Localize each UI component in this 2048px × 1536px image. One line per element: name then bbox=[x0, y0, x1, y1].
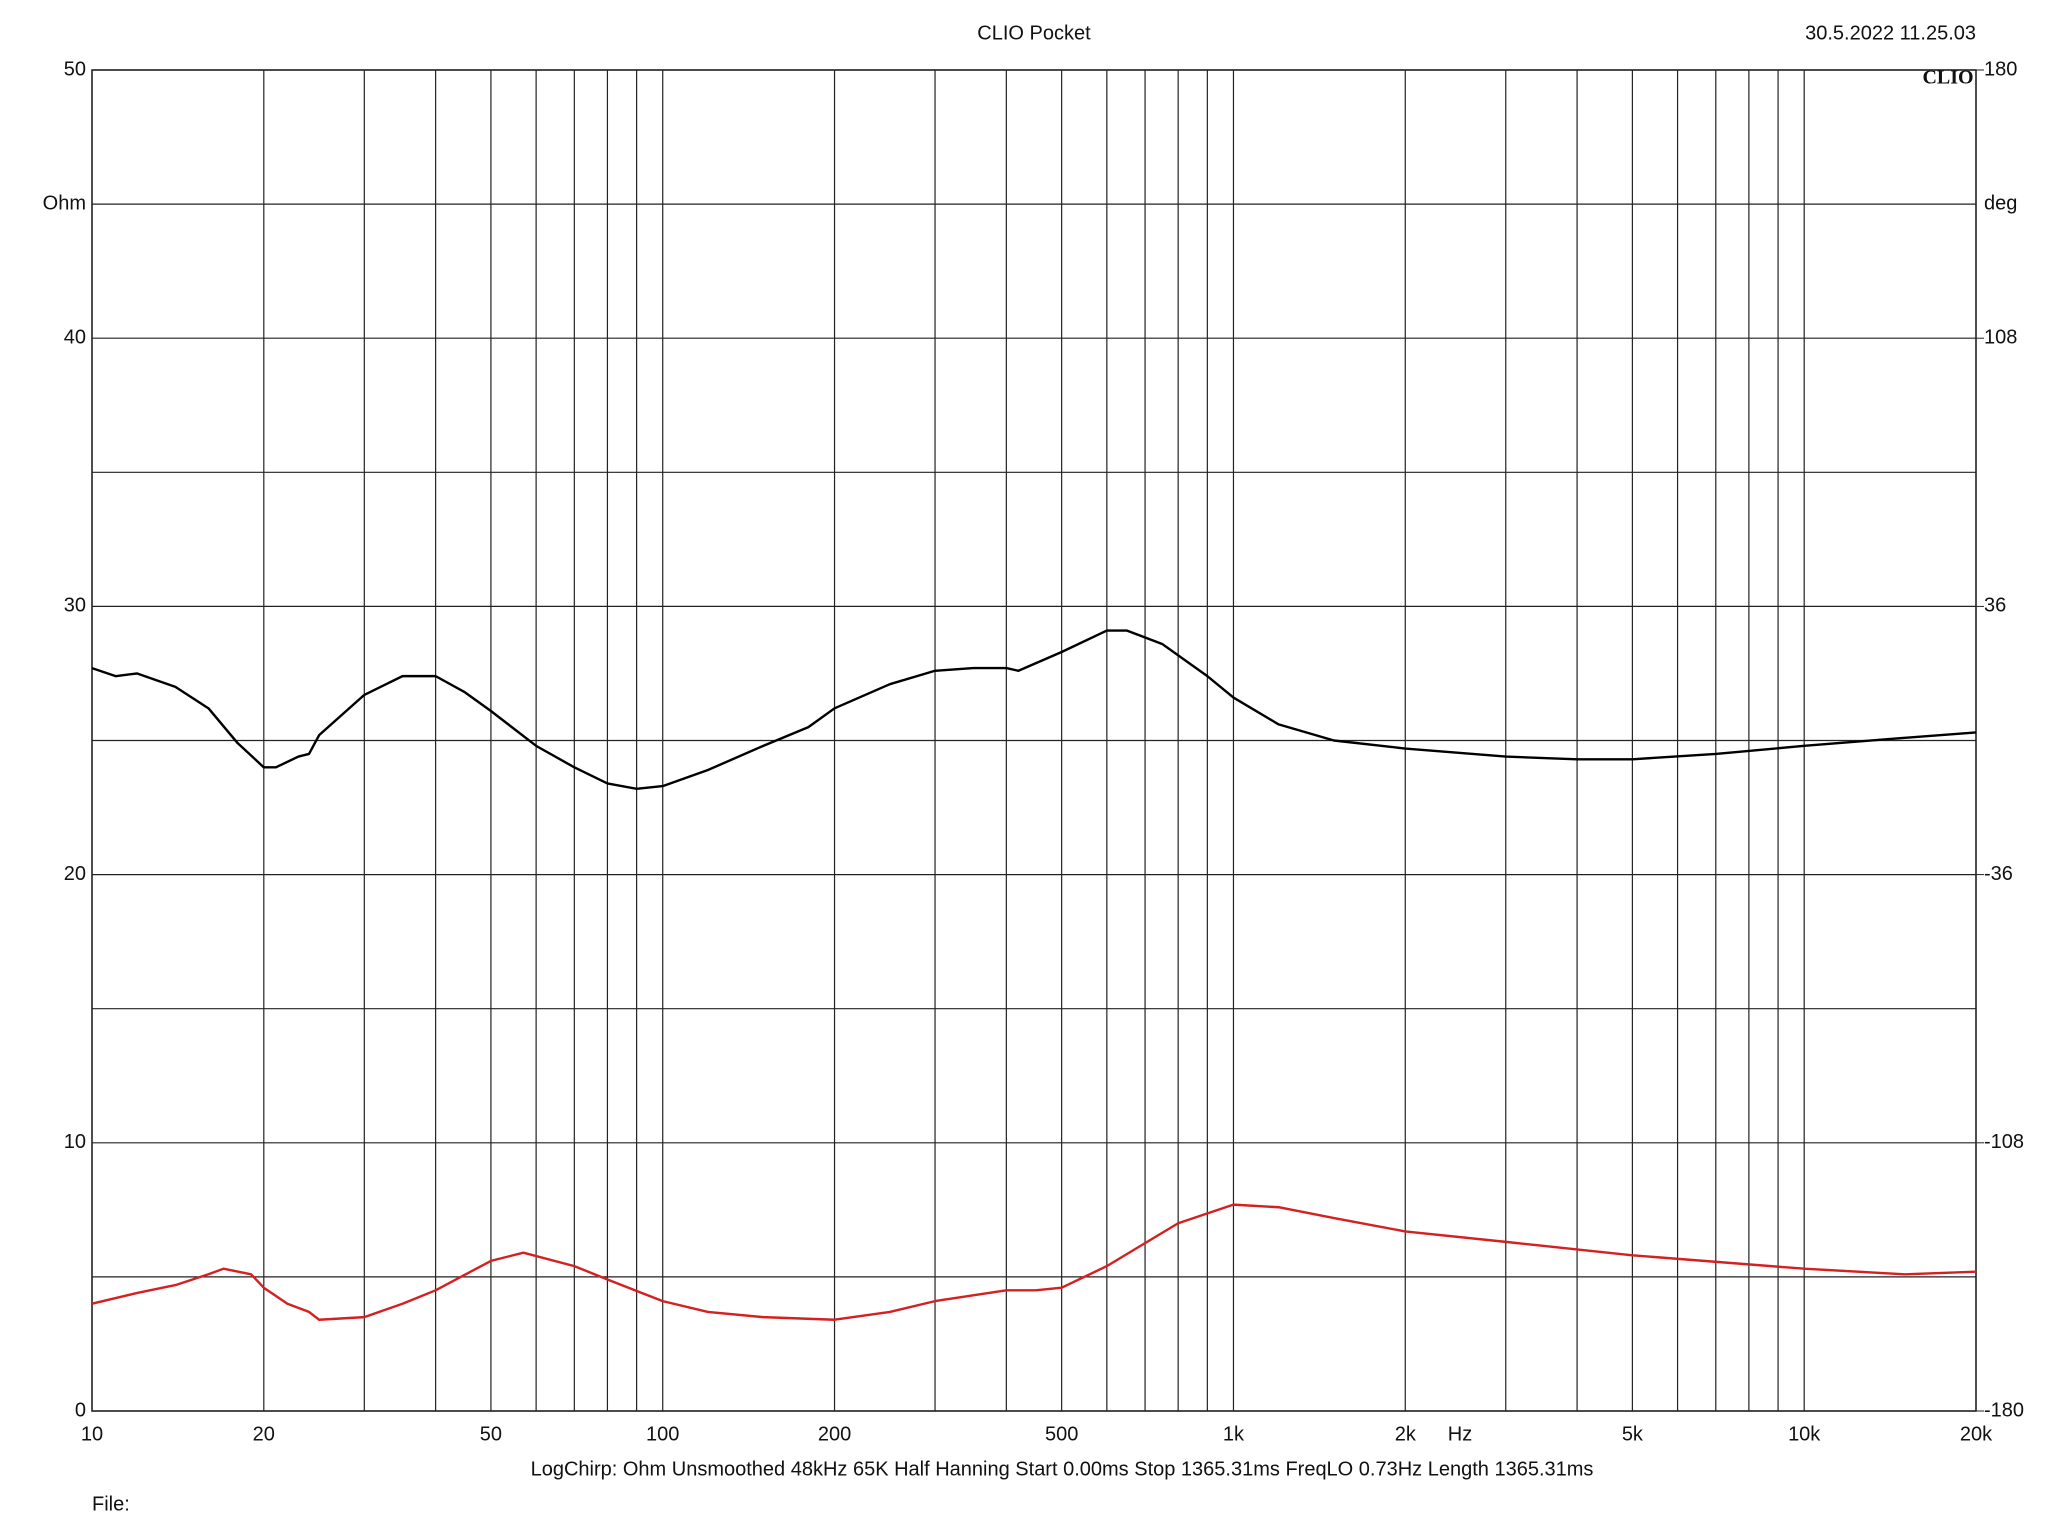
x-tick-label: 200 bbox=[818, 1423, 851, 1445]
x-tick-label: 500 bbox=[1045, 1423, 1078, 1445]
y2-tick-label: 36 bbox=[1984, 595, 2006, 617]
x-tick-label: 10k bbox=[1788, 1423, 1821, 1445]
y-tick-label: 10 bbox=[64, 1131, 86, 1153]
x-tick-label: 10 bbox=[81, 1423, 103, 1445]
x-tick-label: 20 bbox=[253, 1423, 275, 1445]
y-tick-label: 0 bbox=[75, 1399, 86, 1421]
plot-frame bbox=[91, 69, 1977, 1412]
y-axis-label: Ohm bbox=[43, 192, 86, 214]
series-line bbox=[91, 629, 1977, 790]
x-tick-label: 1k bbox=[1223, 1423, 1245, 1445]
chart-title: CLIO Pocket bbox=[977, 22, 1091, 44]
series-line bbox=[91, 1203, 1977, 1321]
x-tick-label: 50 bbox=[480, 1423, 502, 1445]
y-tick-label: 30 bbox=[64, 595, 86, 617]
timestamp: 30.5.2022 11.25.03 bbox=[1805, 22, 1976, 44]
x-tick-label: 100 bbox=[646, 1423, 679, 1445]
logo: CLIO bbox=[1922, 67, 1973, 89]
y2-tick-label: 180 bbox=[1984, 58, 2017, 80]
x-tick-label: 2k bbox=[1395, 1423, 1417, 1445]
y2-tick-label: -108 bbox=[1984, 1131, 2024, 1153]
y2-tick-label: -180 bbox=[1984, 1399, 2024, 1421]
y2-axis-label: deg bbox=[1984, 192, 2017, 214]
x-tick-label: 20k bbox=[1960, 1423, 1993, 1445]
y2-tick-label: -36 bbox=[1984, 863, 2013, 885]
file-label: File: bbox=[92, 1493, 130, 1515]
y2-tick-label: 108 bbox=[1984, 326, 2017, 348]
y-tick-label: 40 bbox=[64, 326, 86, 348]
y-tick-label: 20 bbox=[64, 863, 86, 885]
footer: LogChirp: Ohm Unsmoothed 48kHz 65K Half … bbox=[531, 1458, 1594, 1480]
x-tick-label: 5k bbox=[1622, 1423, 1644, 1445]
x-axis-label: Hz bbox=[1448, 1423, 1472, 1445]
y-tick-label: 50 bbox=[64, 58, 86, 80]
